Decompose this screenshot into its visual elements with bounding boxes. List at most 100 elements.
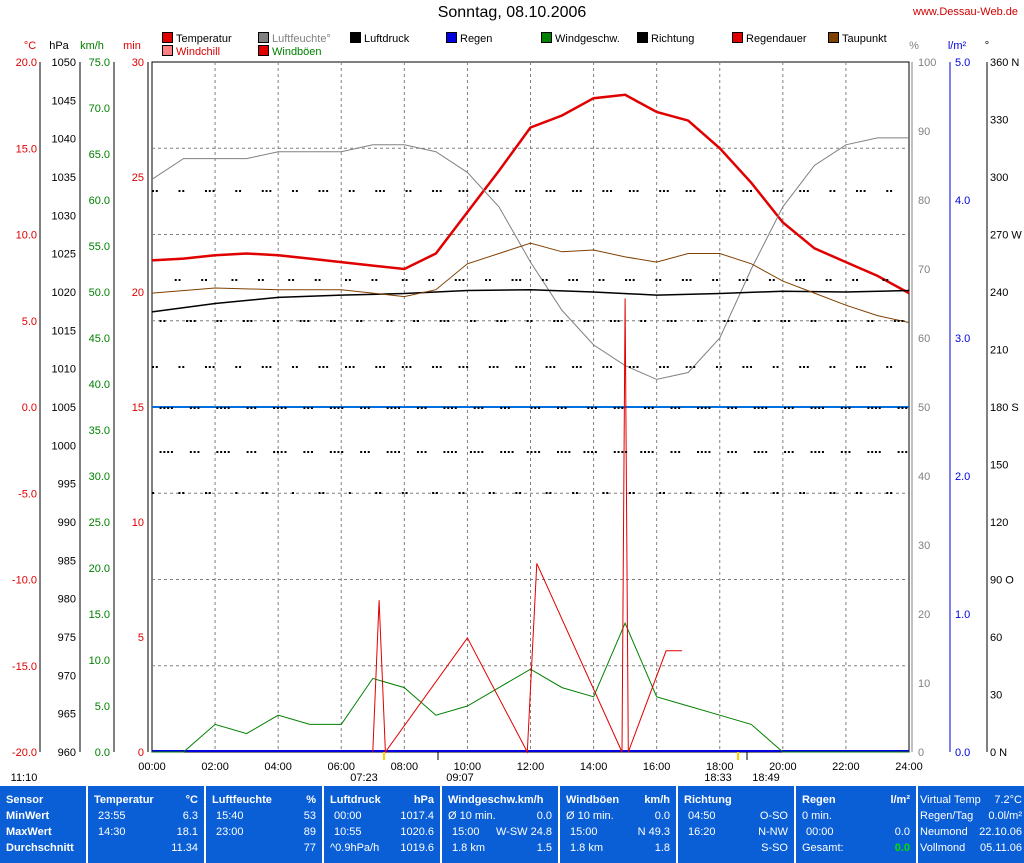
wind-tick: 10.0 <box>89 655 110 667</box>
direction-dot <box>587 320 590 322</box>
direction-dot <box>235 366 238 368</box>
direction-dot <box>560 407 563 409</box>
col-humidity: Luftfeuchte % 15:40 53 23:00 89 77 <box>206 786 324 863</box>
direction-dot <box>454 407 457 409</box>
gust-avg-label: Ø 10 min. <box>566 810 614 822</box>
legend-swatch <box>446 32 457 43</box>
direction-dot <box>432 190 435 192</box>
direction-dot <box>515 279 518 281</box>
hum-max-time: 23:00 <box>216 826 244 838</box>
direction-dot <box>833 366 836 368</box>
direction-dot <box>504 451 507 453</box>
series-temperatur <box>151 93 910 295</box>
direction-dot <box>821 451 824 453</box>
direction-dot <box>242 320 245 322</box>
brand-link[interactable]: www.Dessau-Web.de <box>913 6 1018 18</box>
direction-dot <box>439 366 442 368</box>
press-tick: 1035 <box>52 172 76 184</box>
direction-dot <box>159 451 162 453</box>
direction-dot <box>829 279 832 281</box>
direction-dot <box>481 407 484 409</box>
direction-dot <box>360 407 363 409</box>
direction-dot <box>750 190 753 192</box>
direction-dot <box>814 320 817 322</box>
direction-dot <box>874 407 877 409</box>
direction-dot <box>163 451 166 453</box>
direction-dot <box>276 320 279 322</box>
direction-dot <box>409 190 412 192</box>
x-tick: 14:00 <box>580 761 608 773</box>
wind-tick: 65.0 <box>89 149 110 161</box>
direction-dot <box>708 451 711 453</box>
direction-dot <box>360 320 363 322</box>
legend-swatch <box>258 45 269 56</box>
direction-dot <box>799 279 802 281</box>
direction-dot <box>216 451 219 453</box>
direction-dot <box>405 190 408 192</box>
direction-dot <box>375 190 378 192</box>
temp-header: Temperatur <box>94 794 154 806</box>
direction-dot <box>367 451 370 453</box>
direction-dot <box>170 451 173 453</box>
press-tick: 1005 <box>52 402 76 414</box>
direction-dot <box>871 407 874 409</box>
direction-dot <box>575 492 578 494</box>
direction-dot <box>606 492 609 494</box>
direction-dot <box>606 190 609 192</box>
direction-dot <box>492 492 495 494</box>
temp-min-time: 23:55 <box>98 810 126 822</box>
direction-dot <box>753 320 756 322</box>
direction-dot <box>575 190 578 192</box>
rain-tick: 5.0 <box>955 57 970 69</box>
legend-item: Regen <box>446 32 492 45</box>
press-tick: 1045 <box>52 95 76 107</box>
direction-dot <box>307 407 310 409</box>
direction-dot <box>651 451 654 453</box>
newmoon-val: 22.10.06 <box>979 826 1022 838</box>
wind-max-time: 15:00 <box>452 826 480 838</box>
wind-tick: 70.0 <box>89 103 110 115</box>
direction-dot <box>227 451 230 453</box>
direction-dot <box>697 451 700 453</box>
wind-tick: 25.0 <box>89 517 110 529</box>
direction-dot <box>602 190 605 192</box>
direction-dot <box>462 366 465 368</box>
direction-dot <box>178 492 181 494</box>
direction-dot <box>167 451 170 453</box>
direction-dot <box>549 190 552 192</box>
legend-item: Luftfeuchte° <box>258 32 331 45</box>
direction-dot <box>810 451 813 453</box>
direction-dot <box>814 451 817 453</box>
direction-dot <box>602 279 605 281</box>
direction-dot <box>659 279 662 281</box>
direction-dot <box>545 492 548 494</box>
direction-dot <box>303 320 306 322</box>
direction-dot <box>341 407 344 409</box>
direction-dot <box>784 451 787 453</box>
hum-tick: 70 <box>918 264 930 276</box>
temp-tick: -5.0 <box>18 488 37 500</box>
direction-dot <box>719 492 722 494</box>
direction-dot <box>890 492 893 494</box>
direction-dot <box>152 492 154 494</box>
wind-tick: 40.0 <box>89 379 110 391</box>
legend-swatch <box>162 45 173 56</box>
direction-dot <box>655 279 658 281</box>
direction-dot <box>519 492 522 494</box>
direction-dot <box>897 407 900 409</box>
direction-dot <box>273 320 276 322</box>
direction-dot <box>515 366 518 368</box>
rain-duration: 0 min. <box>802 810 832 822</box>
direction-dot <box>662 190 665 192</box>
direction-dot <box>223 451 226 453</box>
direction-dot <box>556 320 559 322</box>
direction-dot <box>640 320 643 322</box>
dir-header: Richtung <box>684 794 732 806</box>
weather-chart: °C hPa km/h min 20.0 15.0 10.0 5.0 0.0 -5.0 -10.0 -… <box>11 40 1023 784</box>
direction-dot <box>379 190 382 192</box>
moonrise-time: 09:07 <box>446 772 474 784</box>
direction-dot <box>602 492 605 494</box>
direction-dot <box>329 451 332 453</box>
direction-dot <box>859 190 862 192</box>
wind-tick: 0.0 <box>95 747 110 759</box>
